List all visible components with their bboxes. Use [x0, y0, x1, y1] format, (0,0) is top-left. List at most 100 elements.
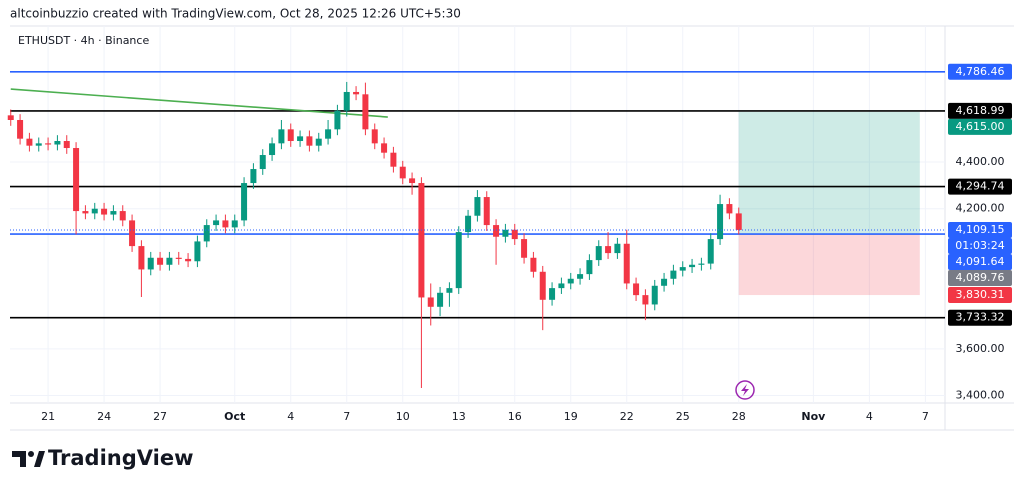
- candle-body: [455, 232, 462, 289]
- candle-body: [362, 94, 369, 130]
- x-tick-label: Nov: [801, 410, 826, 423]
- candle-body: [35, 143, 42, 146]
- candle-body: [194, 241, 201, 262]
- candle-body: [250, 169, 257, 184]
- candle-body: [157, 257, 164, 265]
- candle-body: [521, 239, 528, 258]
- candle-body: [241, 183, 248, 221]
- candle-body: [502, 229, 509, 237]
- candle-body: [446, 288, 453, 293]
- candle-body: [511, 229, 518, 240]
- x-tick-label: 4: [287, 410, 294, 423]
- x-tick-label: 25: [676, 410, 690, 423]
- candle-body: [465, 215, 472, 233]
- price-label-bg: [948, 287, 1012, 304]
- candle-body: [353, 91, 360, 95]
- candle-body: [567, 278, 574, 284]
- candle-body: [642, 295, 649, 305]
- x-tick-label: 7: [343, 410, 350, 423]
- candle-body: [166, 257, 173, 265]
- candle-body: [147, 257, 154, 270]
- price-label-bg: [948, 118, 1012, 135]
- candle-body: [586, 260, 593, 275]
- candle-body: [409, 178, 416, 184]
- candle-body: [269, 143, 276, 156]
- candle-body: [278, 129, 285, 144]
- x-tick-label: 13: [452, 410, 466, 423]
- candle-body: [82, 211, 89, 214]
- candle-body: [343, 91, 350, 111]
- candle-body: [231, 220, 238, 228]
- candle-body: [297, 136, 304, 142]
- candle-body: [315, 138, 322, 146]
- candle-body: [418, 183, 425, 298]
- candle-body: [63, 141, 70, 149]
- candle-body: [7, 115, 14, 120]
- y-tick-label: 4,200.00: [956, 202, 1005, 215]
- candle-body: [287, 129, 294, 142]
- price-label-bg: [948, 269, 1012, 286]
- symbol-title: ETHUSDT · 4h · Binance: [18, 34, 149, 47]
- price-label-bg: [948, 178, 1012, 195]
- x-tick-label: 7: [922, 410, 929, 423]
- price-label: 4,786.46: [956, 65, 1005, 78]
- y-tick-label: 3,600.00: [956, 342, 1005, 355]
- price-label-bg: [948, 237, 1012, 254]
- x-tick-label: 10: [396, 410, 410, 423]
- candle-body: [549, 288, 556, 300]
- candle-body: [735, 213, 742, 230]
- candle-body: [427, 297, 434, 307]
- candle-body: [614, 243, 621, 254]
- target-zone: [738, 111, 920, 235]
- candle-body: [717, 204, 724, 240]
- x-tick-label: 21: [41, 410, 55, 423]
- price-label: 4,294.74: [956, 180, 1005, 193]
- x-tick-label: 27: [153, 410, 167, 423]
- candle-body: [530, 257, 537, 272]
- candle-body: [203, 225, 210, 242]
- candle-body: [54, 141, 61, 145]
- candle-body: [371, 129, 378, 144]
- x-tick-label: 4: [866, 410, 873, 423]
- price-label-bg: [948, 63, 1012, 80]
- candle-body: [129, 220, 136, 247]
- candle-body: [558, 283, 565, 289]
- candle-body: [679, 267, 686, 271]
- candle-body: [670, 270, 677, 279]
- candle-body: [726, 204, 733, 214]
- candle-body: [175, 257, 182, 259]
- price-label: 4,615.00: [956, 120, 1005, 133]
- y-tick-label: 4,400.00: [956, 155, 1005, 168]
- candle-body: [483, 197, 490, 226]
- x-tick-label: Oct: [224, 410, 245, 423]
- candle-body: [73, 148, 80, 212]
- price-label-bg: [948, 221, 1012, 238]
- candle-body: [623, 243, 630, 284]
- candle-body: [334, 110, 341, 130]
- candle-body: [707, 239, 714, 264]
- candle-body: [185, 258, 192, 262]
- candle-body: [110, 211, 117, 215]
- price-label: 3,733.32: [956, 311, 1005, 324]
- brand-logo: [12, 451, 45, 467]
- candle-body: [651, 285, 658, 305]
- candle-body: [91, 208, 98, 214]
- price-label: 4,091.64: [956, 255, 1005, 268]
- candle-body: [689, 264, 696, 268]
- candle-body: [325, 129, 332, 139]
- candle-body: [661, 278, 668, 286]
- candle-body: [605, 246, 612, 254]
- price-label: 4,109.15: [956, 223, 1005, 236]
- candle-body: [399, 166, 406, 179]
- candle-body: [474, 197, 481, 216]
- candle-body: [222, 220, 229, 228]
- y-tick-label: 3,400.00: [956, 389, 1005, 402]
- candle-body: [26, 138, 33, 146]
- x-tick-label: 24: [97, 410, 111, 423]
- stop-zone: [738, 234, 920, 296]
- candle-body: [119, 211, 126, 221]
- x-tick-label: 22: [620, 410, 634, 423]
- candle-body: [381, 143, 388, 153]
